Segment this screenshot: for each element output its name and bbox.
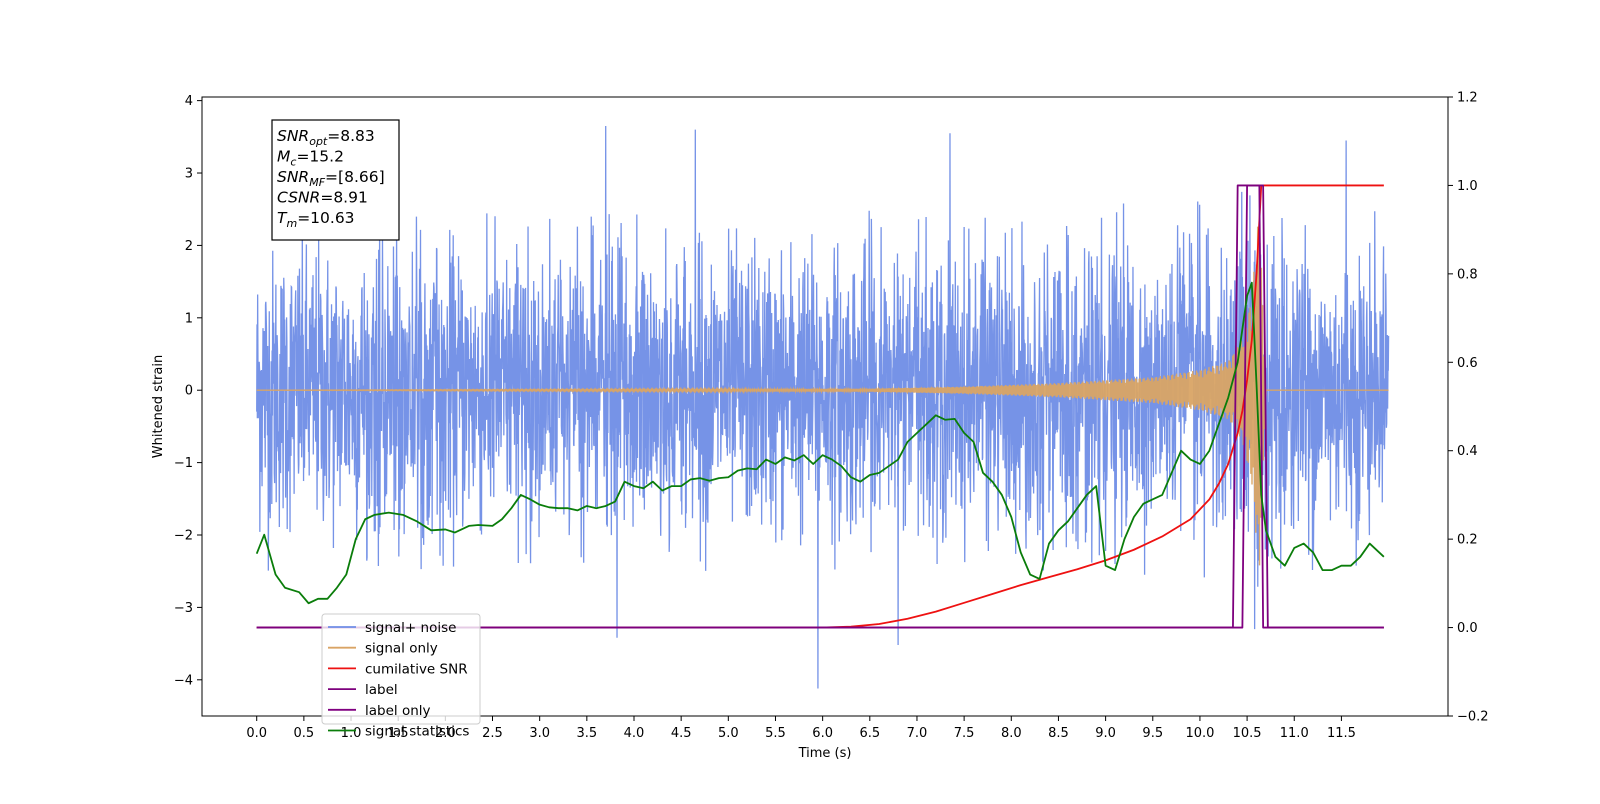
annotation-value: =[8.66] [325,168,385,186]
x-tick-label: 11.0 [1280,726,1309,741]
x-axis: 0.0 0.5 1.0 1.5 2.0 2.5 3.0 3.5 4.0 4.5 5.0 5.5 6.0 6… [246,716,1356,741]
y-left-tick-label: 1 [185,311,193,326]
x-tick-label: 1.0 [341,726,362,741]
x-tick-label: 10.0 [1185,726,1214,741]
x-tick-label: 2.5 [482,726,503,741]
y-left-tick-label: −1 [174,456,193,471]
y-right-tick-label: 0.2 [1457,533,1478,548]
annotation-subscript: c [290,156,296,169]
x-tick-label: 4.0 [624,726,645,741]
x-tick-label: 4.5 [671,726,692,741]
y-right-tick-label: 1.2 [1457,91,1478,106]
x-tick-label: 6.0 [812,726,833,741]
y-right-tick-label: 0.6 [1457,356,1478,371]
x-tick-label: 3.5 [576,726,597,741]
legend-label: label only [365,703,431,719]
annotation-frame [271,119,400,241]
stats-annotation-box: SNRopt=8.83Mc=15.2SNRMF=[8.66]CSNR=8.91T… [271,119,400,241]
annotation-value: =10.63 [297,209,354,227]
x-tick-label: 8.0 [1001,726,1022,741]
y-left-tick-label: 4 [185,94,193,109]
y-left-tick-label: −2 [174,529,193,544]
x-tick-label: 8.5 [1048,726,1069,741]
plot-frame [201,96,1449,717]
legend-frame [321,613,481,725]
x-tick-label: 7.5 [954,726,975,741]
annotation-symbol: SNR [277,127,309,145]
series-cumilative-snr [256,184,1384,629]
y-axis-right: 1.2 1.0 0.8 0.6 0.4 0.2 0.0 −0.2 [1448,91,1489,725]
x-axis-title: Time (s) [798,746,852,761]
y-right-tick-label: 1.0 [1457,179,1478,194]
annotation-subscript: MF [309,176,325,189]
y-left-tick-label: 0 [185,384,193,399]
annotation-line: SNRopt=8.83 [277,127,375,148]
legend-label: cumilative SNR [365,661,468,677]
series-layer [255,125,1390,689]
annotation-symbol: SNR [277,168,309,186]
x-tick-label: 11.5 [1327,726,1356,741]
x-tick-label: 6.5 [859,726,880,741]
plot-area [255,125,1390,689]
annotation-value: =15.2 [296,148,344,166]
x-tick-label: 5.0 [718,726,739,741]
y-left-tick-label: −4 [174,673,193,688]
annotation-subscript: m [286,217,297,230]
series-label [256,184,1384,629]
legend-label: signal only [365,641,438,657]
y-right-tick-label: 0.8 [1457,267,1478,282]
legend-label: signal statistics [365,724,469,740]
legend: signal+ noise signal only cumilative SNR la… [321,613,481,740]
series-signal-statistics [255,281,1385,605]
x-tick-label: 9.5 [1142,726,1163,741]
y-right-tick-label: 0.0 [1457,621,1478,636]
x-tick-label: 2.0 [435,726,456,741]
annotation-symbol: CSNR [277,189,320,207]
y-right-tick-label: 0.4 [1457,444,1478,459]
x-tick-label: 1.5 [388,726,409,741]
x-tick-label: 0.5 [294,726,315,741]
x-tick-label: 9.0 [1095,726,1116,741]
annotation-value: =8.91 [320,189,368,207]
legend-label: label [365,682,398,698]
annotation-subscript: opt [309,135,328,148]
annotation-symbol: T [277,209,288,227]
series-signal-only [256,226,1389,566]
annotation-line: CSNR=8.91 [277,189,368,207]
x-tick-label: 5.5 [765,726,786,741]
series-signal-noise [256,125,1390,689]
annotation-line: Mc=15.2 [277,148,344,169]
legend-label: signal+ noise [365,620,456,636]
x-tick-label: 3.0 [529,726,550,741]
y-axis-left: 4 3 2 1 0 −1 −2 −3 −4 [174,94,202,688]
annotation-line: SNRMF=[8.66] [277,168,385,189]
x-tick-label: 10.5 [1233,726,1262,741]
x-tick-label: 7.0 [907,726,928,741]
annotation-value: =8.83 [327,127,375,145]
annotation-symbol: M [277,148,290,166]
y-left-tick-label: 2 [185,239,193,254]
y-axis-title: Whitened strain [151,355,166,458]
annotation-line: Tm=10.63 [277,209,355,230]
x-tick-label: 0.0 [246,726,267,741]
y-right-tick-label: −0.2 [1457,710,1489,725]
y-left-tick-label: −3 [174,601,193,616]
y-left-tick-label: 3 [185,167,193,182]
